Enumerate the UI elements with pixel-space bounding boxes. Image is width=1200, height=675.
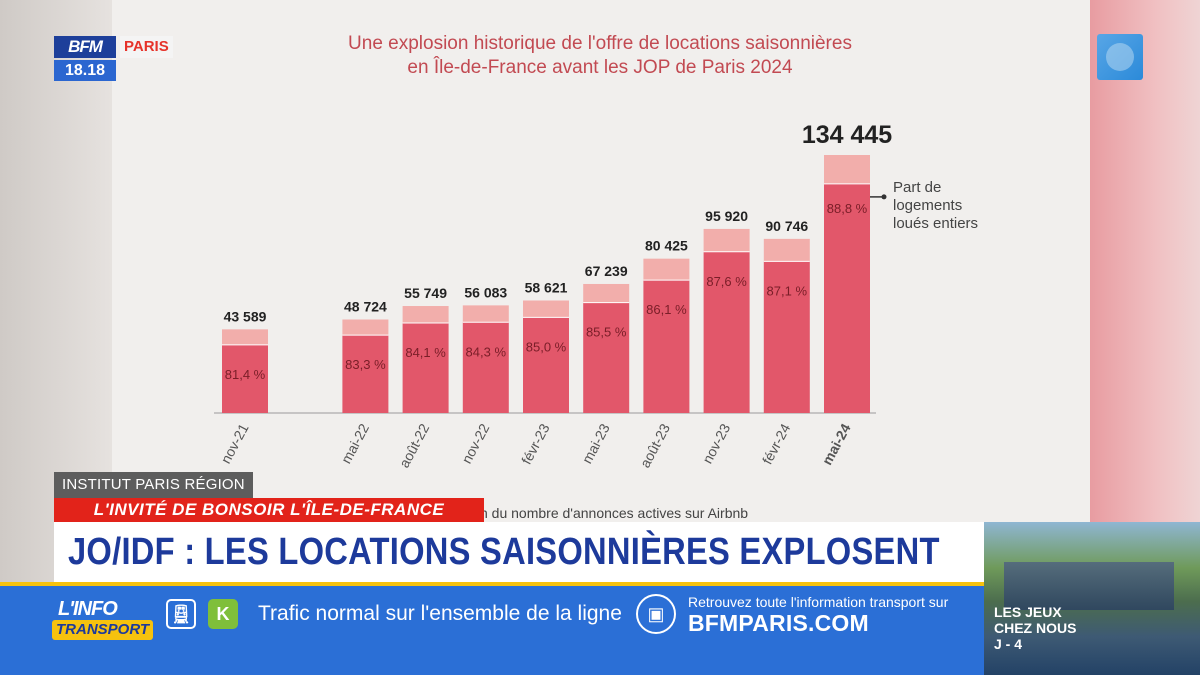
- x-tick-label: août-22: [396, 421, 433, 471]
- x-tick-label: févr-23: [518, 421, 553, 467]
- x-tick-label: nov-23: [699, 421, 733, 466]
- brand-label: BFM: [54, 36, 116, 58]
- bar-pct-label: 84,3 %: [466, 344, 507, 359]
- info-logo-line1: L'INFO: [58, 598, 118, 620]
- bar-rest-segment: [763, 238, 810, 262]
- headline-band: JO/IDF : LES LOCATIONS SAISONNIÈRES EXPL…: [54, 522, 984, 582]
- bar-total-label: 134 445: [802, 121, 892, 149]
- bar-whole-segment: [402, 323, 449, 413]
- corner-icon: [1097, 34, 1143, 80]
- thumbnail-line3: J - 4: [994, 636, 1023, 652]
- ticker-accent: [0, 582, 984, 586]
- chart-title-line2: en Île-de-France avant les JOP de Paris …: [407, 57, 793, 78]
- bar-total-label: 67 239: [585, 263, 628, 279]
- bar-pct-label: 87,6 %: [706, 274, 747, 289]
- bar-rest-segment: [222, 329, 268, 345]
- bar-rest-segment: [824, 155, 870, 184]
- legend-annotation: Part de logements loués entiers: [893, 179, 978, 233]
- bar-pct-label: 85,5 %: [586, 325, 627, 340]
- stadium-image: [1004, 562, 1174, 610]
- annotation-line: logements: [893, 197, 963, 214]
- bar-whole-segment: [824, 183, 870, 413]
- chart-title-line1: Une explosion historique de l'offre de l…: [348, 33, 852, 54]
- bar-total-label: 56 083: [464, 284, 507, 300]
- thumbnail-line1: LES JEUX: [994, 604, 1062, 620]
- bar-whole-segment: [222, 344, 268, 413]
- metro-circle-icon: ▣: [636, 594, 676, 634]
- corner-dot-icon: [1106, 43, 1134, 71]
- thumbnail-line2: CHEZ NOUS: [994, 620, 1077, 636]
- x-tick-label: nov-21: [217, 421, 251, 466]
- bar-total-label: 43 589: [224, 308, 267, 324]
- bar-total-label: 58 621: [525, 280, 568, 296]
- bar-whole-segment: [703, 251, 750, 413]
- bar-pct-label: 86,1 %: [646, 302, 687, 317]
- bar-pct-label: 81,4 %: [225, 367, 266, 382]
- x-tick-label: août-23: [637, 421, 674, 471]
- line-k-badge: K: [208, 599, 238, 629]
- source-tag: INSTITUT PARIS RÉGION: [54, 472, 253, 498]
- annotation-dot: [881, 194, 887, 200]
- show-tag: L'INVITÉ DE BONSOIR L'ÎLE-DE-FRANCE: [54, 498, 484, 522]
- bar-total-label: 95 920: [705, 208, 748, 224]
- bar-whole-segment: [523, 317, 569, 413]
- bar-rest-segment: [703, 228, 750, 252]
- chart-footnote: n du nombre d'annonces actives sur Airbn…: [480, 505, 749, 521]
- bar-pct-label: 84,1 %: [405, 345, 446, 360]
- ticker-text: Trafic normal sur l'ensemble de la ligne: [258, 602, 622, 625]
- chart-title: Une explosion historique de l'offre de l…: [230, 32, 970, 80]
- annotation-line: loués entiers: [893, 215, 979, 232]
- bar-rest-segment: [402, 306, 449, 324]
- bar-rest-segment: [523, 300, 569, 318]
- bar-whole-segment: [763, 261, 810, 413]
- bar-rest-segment: [643, 258, 690, 281]
- train-icon: 🚆︎: [166, 599, 196, 629]
- promo-text: Retrouvez toute l'information transport …: [688, 594, 949, 610]
- annotation-line: Part de: [893, 179, 942, 196]
- info-logo-line2: TRANSPORT: [52, 620, 154, 640]
- x-tick-label: févr-24: [759, 421, 794, 467]
- bar-pct-label: 85,0 %: [526, 339, 567, 354]
- x-tick-label: nov-22: [458, 421, 492, 466]
- bar-pct-label: 87,1 %: [767, 283, 808, 298]
- bar-whole-segment: [583, 302, 630, 413]
- bar-pct-label: 83,3 %: [345, 357, 386, 372]
- bar-whole-segment: [342, 335, 389, 413]
- bar-total-label: 90 746: [765, 218, 808, 234]
- bar-total-label: 48 724: [344, 298, 387, 314]
- bar-total-label: 80 425: [645, 238, 688, 254]
- x-tick-label: mai-24: [819, 421, 854, 468]
- info-transport-logo: L'INFO TRANSPORT: [52, 598, 154, 642]
- ticker-bar: L'INFO TRANSPORT 🚆︎ K Trafic normal sur …: [0, 582, 984, 675]
- bar-whole-segment: [643, 280, 690, 413]
- bar-whole-segment: [462, 322, 509, 413]
- bar-pct-label: 88,8 %: [827, 201, 868, 216]
- x-tick-label: mai-22: [338, 421, 372, 466]
- promo-url: BFMPARIS.COM: [688, 610, 869, 636]
- city-label: PARIS: [120, 36, 173, 58]
- x-tick-label: mai-23: [579, 421, 613, 466]
- clock-label: 18.18: [54, 60, 116, 81]
- stadium-thumbnail: LES JEUX CHEZ NOUS J - 4: [984, 522, 1200, 675]
- headline: JO/IDF : LES LOCATIONS SAISONNIÈRES EXPL…: [68, 531, 940, 573]
- bar-rest-segment: [462, 305, 509, 323]
- bar-rest-segment: [342, 319, 389, 336]
- bar-total-label: 55 749: [404, 285, 447, 301]
- bar-rest-segment: [583, 283, 630, 303]
